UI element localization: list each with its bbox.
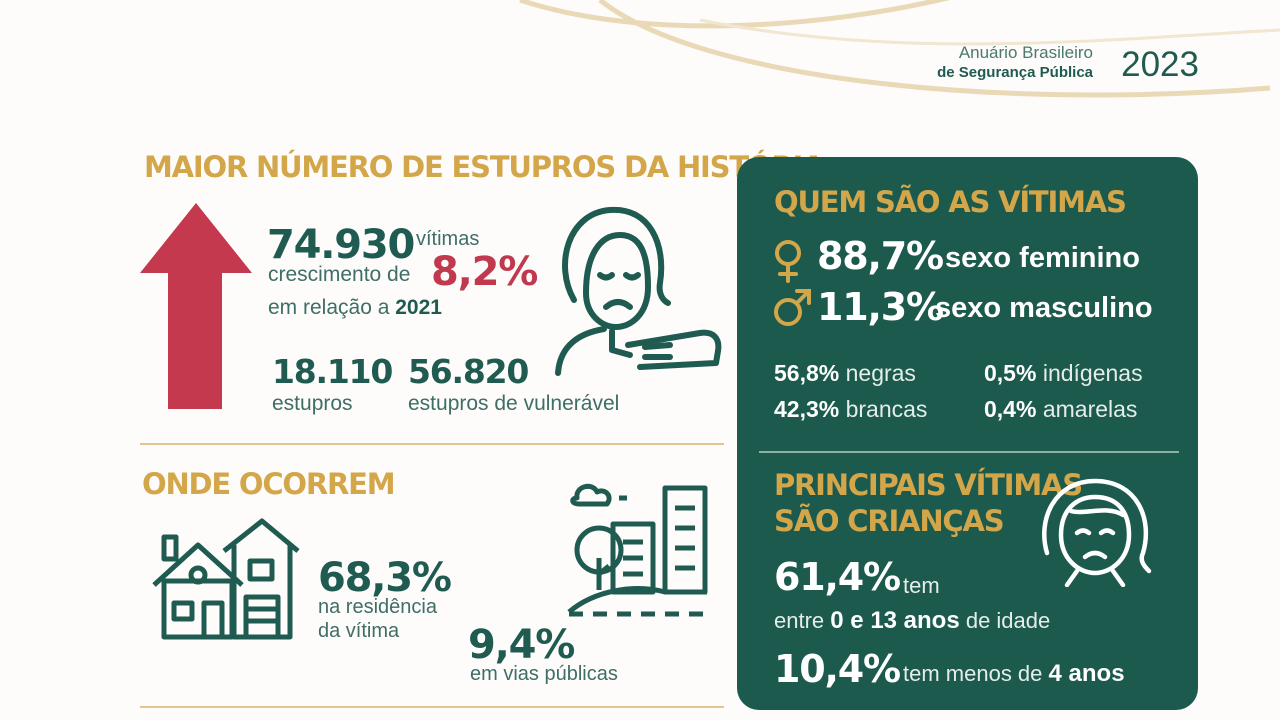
up-arrow-icon (140, 203, 252, 409)
race-value: 0,5% (984, 360, 1037, 386)
brand-line1: Anuário Brasileiro (958, 43, 1093, 62)
panel-divider (759, 451, 1179, 453)
race-row-1: 56,8% negras (774, 360, 916, 387)
section-children-title-line2: SÃO CRIANÇAS (774, 504, 1005, 538)
race-value: 42,3% (774, 396, 840, 422)
home-label-line2: da vítima (318, 620, 400, 642)
stat-vulnerable-value: 56.820 (408, 352, 529, 391)
race-label: brancas (845, 396, 928, 422)
section-where-title: ONDE OCORREM (142, 467, 396, 501)
female-symbol-icon (775, 240, 801, 283)
sad-woman-icon (555, 206, 722, 376)
children-stat1-range: 0 e 13 anos (830, 607, 960, 634)
race-row-3: 42,3% brancas (774, 396, 927, 423)
comparison-line: em relação a 2021 (268, 296, 442, 320)
sad-child-icon (1042, 478, 1152, 587)
male-label: sexo masculino (935, 292, 1153, 324)
children-stat2-emph: 4 anos (1048, 660, 1125, 687)
children-stat2-line: tem menos de 4 anos (903, 660, 1125, 688)
children-stat1-suffix: tem (903, 573, 940, 598)
race-label: negras (845, 360, 916, 386)
race-label: amarelas (1042, 396, 1138, 422)
home-label-line1: na residência (318, 596, 437, 618)
comparison-prefix: em relação a (268, 296, 390, 319)
stat-rapes-value: 18.110 (272, 352, 393, 391)
growth-prefix: crescimento de (268, 263, 411, 286)
race-row-2: 0,5% indígenas (984, 360, 1143, 387)
total-victims-value: 74.930 (267, 222, 415, 268)
brand-year: 2023 (1121, 45, 1199, 84)
female-label: sexo feminino (945, 242, 1140, 274)
section-children-title-line1: PRINCIPAIS VÍTIMAS (774, 468, 1083, 502)
race-row-4: 0,4% amarelas (984, 396, 1137, 423)
brand-block: Anuário Brasileiro de Segurança Pública … (905, 43, 1205, 87)
male-symbol-icon (774, 289, 811, 326)
female-value: 88,7% (817, 234, 944, 278)
section-victims-title: QUEM SÃO AS VÍTIMAS (774, 185, 1127, 219)
race-value: 56,8% (774, 360, 840, 386)
children-stat2-prefix: tem menos de (903, 661, 1043, 686)
victims-panel: QUEM SÃO AS VÍTIMAS 88,7% sexo feminino … (737, 157, 1198, 710)
city-icon (567, 483, 708, 617)
decorative-curves (519, 0, 1280, 98)
section-record-title: MAIOR NÚMERO DE ESTUPROS DA HISTÓRIA (144, 150, 825, 184)
street-value: 9,4% (468, 622, 575, 668)
children-stat1-value: 61,4% (774, 555, 901, 599)
comparison-year: 2021 (395, 296, 442, 319)
brand-line2: de Segurança Pública (937, 64, 1093, 81)
stat-vulnerable-label: estupros de vulnerável (408, 392, 620, 415)
children-stat1-line2-suffix: de idade (965, 608, 1051, 633)
home-value: 68,3% (318, 555, 452, 601)
children-stat1-line2: entre 0 e 13 anos de idade (774, 607, 1050, 635)
street-label: em vias públicas (470, 663, 618, 685)
divider-2 (140, 706, 724, 708)
total-victims-unit: vítimas (416, 228, 480, 250)
divider-1 (140, 443, 724, 445)
children-stat1-line2-prefix: entre (774, 608, 825, 633)
race-value: 0,4% (984, 396, 1037, 422)
house-icon (152, 518, 300, 640)
male-value: 11,3% (817, 285, 944, 329)
race-label: indígenas (1042, 360, 1143, 386)
growth-value: 8,2% (431, 249, 538, 295)
children-stat2-value: 10,4% (774, 647, 901, 691)
stat-rapes-label: estupros (272, 392, 353, 415)
